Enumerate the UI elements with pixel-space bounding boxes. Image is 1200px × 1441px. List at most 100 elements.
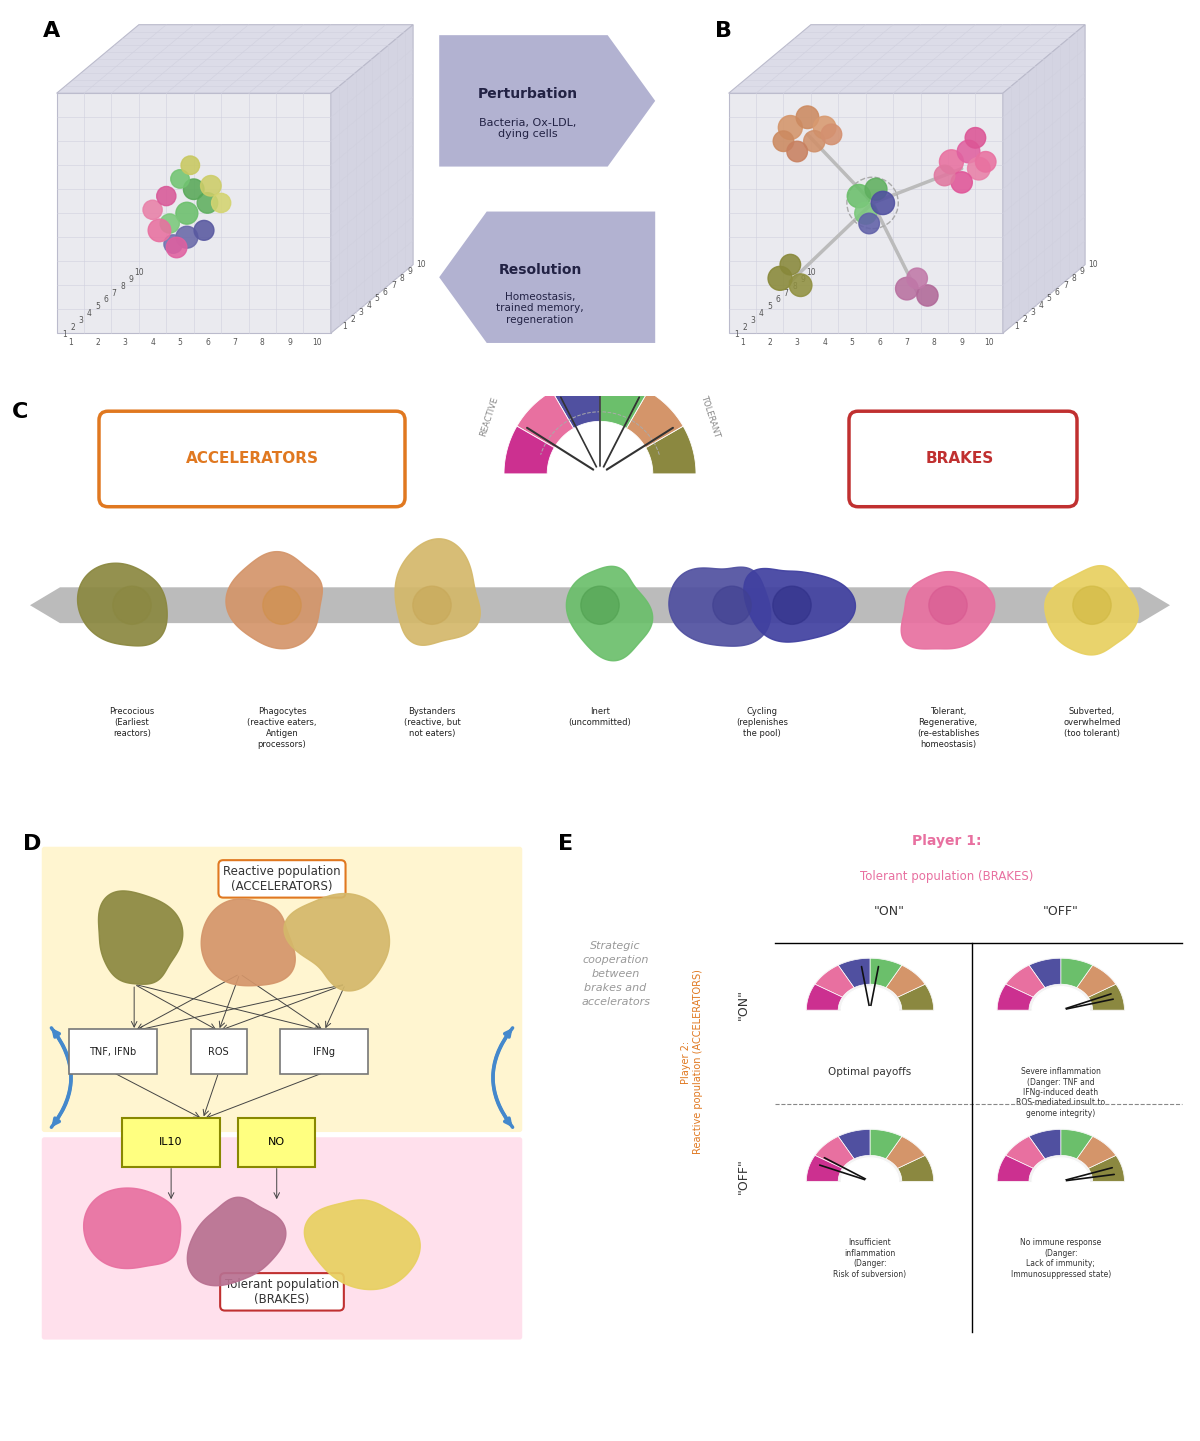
Circle shape bbox=[1032, 1159, 1090, 1205]
Text: Tolerant population
(BRAKES): Tolerant population (BRAKES) bbox=[224, 1278, 340, 1306]
FancyBboxPatch shape bbox=[70, 1029, 157, 1074]
Text: 9: 9 bbox=[800, 275, 805, 284]
Circle shape bbox=[113, 586, 151, 624]
Text: "ON": "ON" bbox=[737, 990, 749, 1020]
Text: 10: 10 bbox=[806, 268, 816, 277]
Circle shape bbox=[713, 586, 751, 624]
Text: 4: 4 bbox=[88, 310, 92, 318]
Text: 7: 7 bbox=[1063, 281, 1068, 290]
Polygon shape bbox=[1076, 965, 1116, 997]
Text: Player 1:: Player 1: bbox=[912, 834, 982, 847]
Circle shape bbox=[976, 151, 996, 171]
Polygon shape bbox=[806, 958, 934, 1010]
Circle shape bbox=[197, 193, 217, 213]
Text: E: E bbox=[558, 834, 574, 853]
Circle shape bbox=[790, 274, 812, 297]
Circle shape bbox=[796, 107, 818, 128]
Polygon shape bbox=[997, 1156, 1033, 1182]
Circle shape bbox=[157, 186, 176, 206]
Text: C: C bbox=[12, 402, 29, 422]
FancyBboxPatch shape bbox=[98, 411, 406, 507]
Circle shape bbox=[1032, 987, 1090, 1033]
Polygon shape bbox=[395, 539, 480, 646]
Polygon shape bbox=[284, 893, 390, 991]
Circle shape bbox=[821, 124, 841, 144]
Text: IL10: IL10 bbox=[160, 1137, 182, 1147]
FancyBboxPatch shape bbox=[42, 847, 522, 1133]
Circle shape bbox=[841, 1159, 899, 1205]
Text: Insufficient
inflammation
(Danger:
Risk of subversion): Insufficient inflammation (Danger: Risk … bbox=[834, 1238, 906, 1278]
Text: 5: 5 bbox=[1046, 294, 1051, 304]
Text: 5: 5 bbox=[767, 303, 772, 311]
Text: B: B bbox=[715, 22, 732, 42]
Polygon shape bbox=[839, 1130, 870, 1159]
Text: 9: 9 bbox=[1080, 267, 1085, 277]
Circle shape bbox=[768, 267, 792, 290]
Circle shape bbox=[859, 213, 880, 233]
Text: Strategic
cooperation
between
brakes and
accelerators: Strategic cooperation between brakes and… bbox=[581, 941, 650, 1007]
Polygon shape bbox=[552, 379, 600, 428]
Circle shape bbox=[779, 115, 803, 140]
Polygon shape bbox=[187, 1197, 286, 1285]
Text: No immune response
(Danger:
Lack of immunity;
Immunosuppressed state): No immune response (Danger: Lack of immu… bbox=[1010, 1238, 1111, 1278]
Text: 9: 9 bbox=[287, 339, 292, 347]
Text: "OFF": "OFF" bbox=[1043, 905, 1079, 918]
Text: 1: 1 bbox=[342, 321, 347, 331]
Circle shape bbox=[865, 1006, 875, 1014]
Text: Subverted,
overwhelmed
(too tolerant): Subverted, overwhelmed (too tolerant) bbox=[1063, 706, 1121, 738]
Text: Phagocytes
(reactive eaters,
Antigen
processors): Phagocytes (reactive eaters, Antigen pro… bbox=[247, 706, 317, 749]
Circle shape bbox=[160, 213, 179, 233]
Polygon shape bbox=[886, 1137, 925, 1169]
Circle shape bbox=[211, 193, 230, 212]
Text: 5: 5 bbox=[178, 339, 182, 347]
Circle shape bbox=[952, 171, 972, 193]
Text: Inert
(uncommitted): Inert (uncommitted) bbox=[569, 706, 631, 726]
Text: 6: 6 bbox=[877, 339, 882, 347]
Text: 5: 5 bbox=[95, 303, 100, 311]
Text: Tolerant,
Regenerative,
(re-establishes
homeostasis): Tolerant, Regenerative, (re-establishes … bbox=[917, 706, 979, 749]
Polygon shape bbox=[1003, 24, 1085, 333]
Text: 1: 1 bbox=[740, 339, 745, 347]
Polygon shape bbox=[439, 212, 655, 343]
Polygon shape bbox=[504, 427, 554, 474]
Text: 10: 10 bbox=[312, 339, 322, 347]
Polygon shape bbox=[439, 35, 655, 167]
Text: Cycling
(replenishes
the pool): Cycling (replenishes the pool) bbox=[736, 706, 788, 738]
Circle shape bbox=[841, 987, 899, 1033]
Text: A: A bbox=[43, 22, 60, 42]
Text: 7: 7 bbox=[905, 339, 910, 347]
Text: 4: 4 bbox=[366, 301, 371, 310]
Circle shape bbox=[929, 586, 967, 624]
Polygon shape bbox=[331, 24, 413, 333]
Text: 8: 8 bbox=[260, 339, 265, 347]
Polygon shape bbox=[806, 984, 842, 1010]
Text: 6: 6 bbox=[383, 288, 388, 297]
Text: 1: 1 bbox=[68, 339, 73, 347]
Polygon shape bbox=[997, 958, 1124, 1010]
Polygon shape bbox=[226, 552, 323, 648]
Text: 4: 4 bbox=[150, 339, 155, 347]
Text: Precocious
(Earliest
reactors): Precocious (Earliest reactors) bbox=[109, 706, 155, 738]
Text: 2: 2 bbox=[95, 339, 100, 347]
Text: 2: 2 bbox=[767, 339, 772, 347]
Text: Optimal payoffs: Optimal payoffs bbox=[828, 1068, 912, 1078]
Text: 2: 2 bbox=[743, 323, 748, 331]
Circle shape bbox=[865, 1177, 875, 1185]
Text: D: D bbox=[23, 834, 42, 853]
Circle shape bbox=[814, 117, 836, 138]
Text: Player 2:
Reactive population (ACCELERATORS): Player 2: Reactive population (ACCELERAT… bbox=[680, 970, 703, 1154]
Polygon shape bbox=[744, 569, 856, 643]
Circle shape bbox=[194, 220, 214, 241]
Polygon shape bbox=[98, 891, 182, 984]
Circle shape bbox=[143, 200, 162, 219]
Polygon shape bbox=[56, 24, 413, 94]
Polygon shape bbox=[305, 1200, 420, 1290]
Circle shape bbox=[176, 226, 198, 248]
Circle shape bbox=[1073, 586, 1111, 624]
FancyBboxPatch shape bbox=[850, 411, 1078, 507]
Text: 10: 10 bbox=[134, 268, 144, 277]
Polygon shape bbox=[997, 1130, 1124, 1182]
Polygon shape bbox=[668, 568, 770, 646]
Text: 10: 10 bbox=[416, 261, 426, 269]
Polygon shape bbox=[870, 958, 902, 987]
